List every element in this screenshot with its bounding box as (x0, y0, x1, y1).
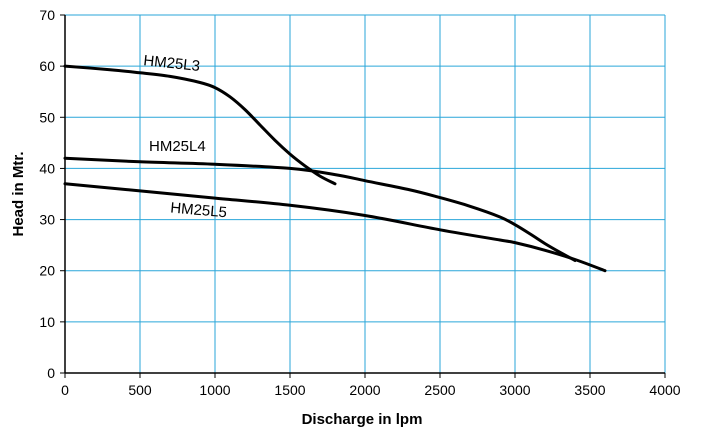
x-tick-label: 2500 (424, 382, 455, 398)
axis-layer: 0 500 1000 1500 2000 2500 3000 3500 4000 0 10 20 30 4… (39, 7, 680, 398)
x-tick-label: 3000 (499, 382, 530, 398)
grid-layer (64, 14, 666, 374)
y-tick-label: 30 (39, 212, 55, 228)
x-tick-label: 500 (128, 382, 152, 398)
x-tick-label: 2000 (349, 382, 380, 398)
series-line-hm25l4 (63, 156, 577, 262)
x-tick-label: 4000 (649, 382, 680, 398)
x-tick-label: 3500 (574, 382, 605, 398)
curve-label-layer: HM25L3 HM25L4 HM25L5 (143, 52, 228, 221)
x-axis-title: Discharge in lpm (302, 411, 423, 428)
y-tick-label: 70 (39, 7, 55, 23)
y-axis-title: Head in Mtr. (10, 151, 27, 236)
y-tick-label: 60 (39, 58, 55, 74)
series-label-hm25l4: HM25L4 (149, 138, 206, 155)
y-tick-label: 20 (39, 263, 55, 279)
series-line-hm25l5 (63, 182, 607, 273)
x-tick-label: 1500 (274, 382, 305, 398)
y-tick-label: 0 (47, 365, 55, 381)
y-tick-label: 40 (39, 160, 55, 176)
x-tick-label: 1000 (199, 382, 230, 398)
series-line-hm25l3 (63, 64, 337, 186)
y-tick-label: 10 (39, 314, 55, 330)
series-label-hm25l5: HM25L5 (170, 199, 228, 221)
y-tick-label: 50 (39, 109, 55, 125)
x-tick-label: 0 (61, 382, 69, 398)
series-label-hm25l3: HM25L3 (143, 52, 201, 75)
series-layer (63, 64, 607, 273)
